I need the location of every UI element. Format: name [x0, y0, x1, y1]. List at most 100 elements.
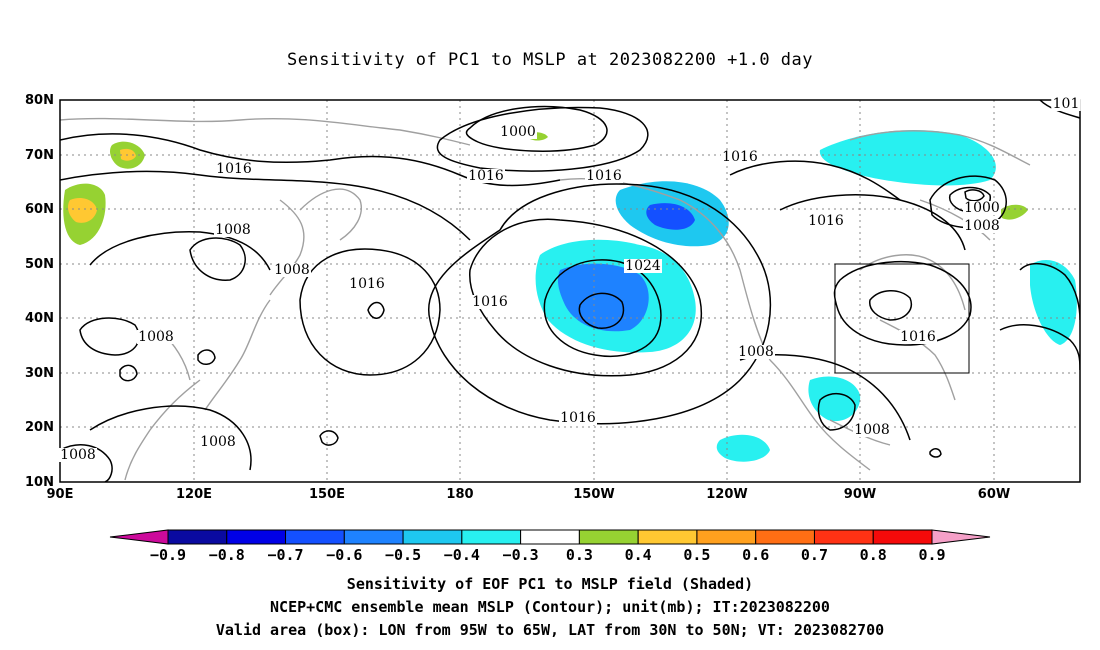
- lat-tick: 60N: [25, 202, 54, 217]
- colorbar-label: −0.7: [267, 546, 303, 564]
- colorbar-label: 0.7: [801, 546, 828, 564]
- colorbar-label: 0.4: [625, 546, 652, 564]
- contour-label-bg: [348, 277, 386, 291]
- colorbar-low-arrow: [109, 529, 169, 545]
- contour-label-bg: [807, 214, 845, 228]
- lon-axis: 90E 120E 150E 180 150W 120W 90W 60W: [47, 487, 1011, 502]
- shade-blue-gulf: [646, 203, 695, 230]
- lat-tick: 10N: [25, 475, 54, 490]
- colorbar-box: [813, 529, 874, 545]
- contour-label-bg: [721, 150, 759, 164]
- lat-tick: 50N: [25, 257, 54, 272]
- contour-label: 1016: [216, 161, 252, 177]
- contour-label-bg: [137, 330, 175, 344]
- caption-line-2: NCEP+CMC ensemble mean MSLP (Contour); u…: [270, 598, 830, 616]
- shade-cyan-pacific-s: [716, 434, 770, 462]
- shade-cyan-arctic: [819, 130, 996, 186]
- colorbar-box: [167, 529, 228, 545]
- colorbar-label: 0.9: [918, 546, 945, 564]
- contour-label: 1000: [500, 124, 536, 140]
- contour-label: 1000: [964, 200, 1000, 216]
- contour-label: 1016: [900, 329, 936, 345]
- colorbar-box: [402, 529, 463, 545]
- contour-label: 1008: [200, 434, 236, 450]
- plot-border: [59, 99, 1081, 483]
- shade-yellow-siberia: [68, 198, 97, 223]
- contour-label-bg: [59, 448, 97, 462]
- contour-label-bg: [214, 223, 252, 237]
- contour-label: 1024: [625, 258, 661, 274]
- colorbar-box: [755, 529, 815, 545]
- lon-tick: 90E: [47, 487, 74, 502]
- colorbar-box: [343, 529, 404, 545]
- lon-tick: 120E: [176, 487, 212, 502]
- contour-label-bg: [273, 263, 311, 277]
- contour-label-bg: [215, 162, 253, 176]
- colorbar-label: −0.8: [209, 546, 245, 564]
- colorbar-label: 0.8: [860, 546, 887, 564]
- caption-line-1: Sensitivity of EOF PC1 to MSLP field (Sh…: [346, 575, 754, 593]
- lon-tick: 150W: [573, 487, 614, 502]
- contour-label-bg: [559, 411, 597, 425]
- lat-tick: 80N: [25, 93, 54, 108]
- contour-label: 1008: [274, 262, 310, 278]
- contour-label: 1016: [808, 213, 844, 229]
- colorbar-label: 0.5: [683, 546, 710, 564]
- contour-label-bg: [963, 201, 1001, 215]
- lat-tick: 30N: [25, 366, 54, 381]
- chart-title: Sensitivity of PC1 to MSLP at 2023082200…: [286, 50, 813, 70]
- contour-label: 1008: [964, 218, 1000, 234]
- colorbar-label: −0.3: [503, 546, 539, 564]
- colorbar-high-arrow: [931, 529, 991, 545]
- colorbar-box: [578, 529, 639, 545]
- shade-cyan-atl: [1030, 260, 1077, 345]
- colorbar-label: −0.6: [326, 546, 362, 564]
- lon-tick: 90W: [844, 487, 876, 502]
- lat-axis: 80N 70N 60N 50N 40N 30N 20N 10N: [25, 93, 54, 490]
- contour-label-bg: [471, 295, 509, 309]
- lat-tick: 40N: [25, 311, 54, 326]
- shade-cyan-mexico: [808, 376, 861, 422]
- contour-label: 1016: [472, 294, 508, 310]
- contour-label: 1008: [854, 422, 890, 438]
- contour-label-bg: [1051, 97, 1081, 111]
- colorbar: [109, 529, 991, 545]
- contour-label: 1008: [215, 222, 251, 238]
- contour-label-bg: [467, 169, 505, 183]
- colorbar-label: −0.4: [444, 546, 480, 564]
- contour-label-bg: [899, 330, 937, 344]
- contour-label-bg: [499, 125, 537, 139]
- gridlines: [60, 100, 1080, 482]
- contour-label-bg: [737, 345, 775, 359]
- contour-label: 1016: [560, 410, 596, 426]
- caption-line-3: Valid area (box): LON from 95W to 65W, L…: [215, 621, 885, 639]
- contour-label: 1008: [60, 447, 96, 463]
- colorbar-box: [637, 529, 698, 545]
- lat-tick: 20N: [25, 420, 54, 435]
- colorbar-box: [872, 529, 933, 545]
- colorbar-box: [696, 529, 757, 545]
- contour-labels: 1000 1016 1016 1016 1016 1008 1008 1016 1016 1024…: [59, 96, 1081, 463]
- contour-label: 1016: [722, 149, 758, 165]
- colorbar-box: [520, 529, 580, 545]
- contour-label-bg: [199, 435, 237, 449]
- shade-green-labrador: [1000, 204, 1028, 220]
- valid-area-box: [834, 263, 970, 374]
- contour-label-bg: [585, 169, 623, 183]
- contour-label: 1008: [138, 329, 174, 345]
- lon-tick: 180: [446, 487, 473, 502]
- colorbar-box: [285, 529, 345, 545]
- contour-label-bg: [963, 219, 1001, 233]
- colorbar-label: −0.9: [150, 546, 186, 564]
- lon-tick: 120W: [706, 487, 747, 502]
- contour-label: 101: [1053, 96, 1080, 112]
- lon-tick: 150E: [309, 487, 345, 502]
- lat-tick: 70N: [25, 148, 54, 163]
- colorbar-box: [461, 529, 522, 545]
- colorbar-label: −0.5: [385, 546, 421, 564]
- contour-label: 1016: [349, 276, 385, 292]
- colorbar-label: 0.6: [742, 546, 769, 564]
- contour-label: 1016: [468, 168, 504, 184]
- contour-label: 1016: [586, 168, 622, 184]
